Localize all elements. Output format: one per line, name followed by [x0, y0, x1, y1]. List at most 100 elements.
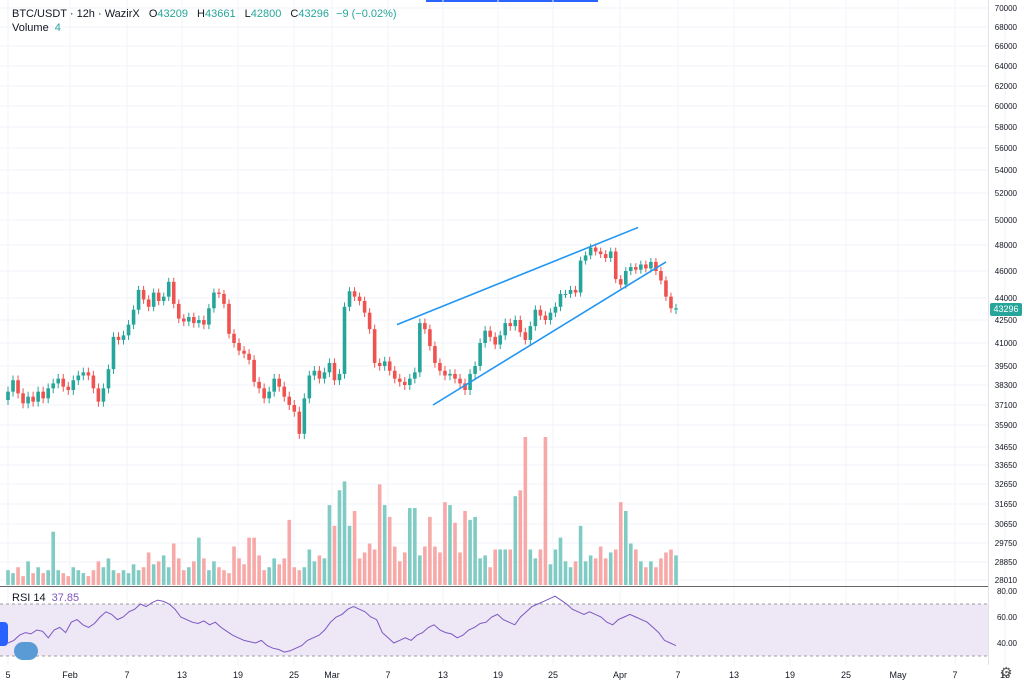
candle-body — [302, 398, 307, 434]
price-tick-label: 64000 — [995, 62, 1018, 71]
volume-bar — [513, 496, 518, 585]
volume-bar — [91, 570, 96, 585]
volume-bar — [136, 570, 141, 585]
candle-body — [181, 318, 186, 322]
volume-bar — [41, 573, 45, 585]
volume-bar — [357, 558, 362, 585]
volume-bar — [121, 570, 126, 585]
candle-body — [463, 383, 467, 390]
candle-body — [659, 271, 663, 281]
candle-body — [187, 317, 191, 322]
candle-body — [257, 381, 261, 389]
candle-body — [46, 388, 50, 399]
volume-bar — [26, 561, 30, 585]
volume-bar — [116, 573, 121, 585]
volume-bar — [106, 558, 111, 585]
candle-body — [51, 383, 56, 389]
candle-body — [277, 378, 282, 387]
candle-body — [588, 247, 593, 256]
candle-body — [116, 336, 121, 340]
candle-body — [297, 411, 302, 434]
price-tick-label: 42500 — [995, 316, 1018, 325]
volume-bar — [272, 558, 276, 585]
volume-bar — [523, 437, 528, 585]
volume-bar — [362, 552, 367, 585]
candle-body — [357, 296, 362, 301]
volume-bar — [649, 561, 653, 585]
candle-body — [56, 378, 61, 384]
volume-bar — [202, 558, 206, 585]
candle-body — [573, 289, 578, 293]
volume-value: 4 — [54, 22, 61, 34]
volume-bar — [639, 561, 643, 585]
volume-bar — [192, 561, 196, 585]
candle-body — [31, 396, 35, 402]
volume-bar — [674, 555, 678, 585]
candle-body — [533, 309, 538, 327]
candle-body — [664, 280, 668, 297]
price-tick-label: 70000 — [995, 4, 1018, 13]
time-tick-label: 7 — [124, 670, 129, 680]
price-tick-label: 28850 — [995, 558, 1018, 567]
volume-bar — [372, 549, 377, 585]
cloud-logo-icon[interactable] — [14, 642, 38, 660]
volume-bar — [628, 543, 633, 585]
candle-body — [613, 251, 618, 280]
volume-bar — [146, 552, 151, 585]
candle-body — [11, 380, 15, 392]
volume-bar — [156, 561, 161, 585]
candle-body — [498, 335, 503, 345]
candle-body — [282, 386, 287, 397]
candle-body — [161, 296, 166, 301]
high-value: 43661 — [204, 8, 236, 20]
volume-bar — [644, 567, 648, 585]
candle-body — [131, 309, 136, 325]
rsi-polyline — [7, 595, 677, 653]
volume-bar — [317, 555, 322, 585]
price-tick-label: 33650 — [995, 461, 1018, 470]
volume-bar — [498, 549, 503, 585]
navigation-handle[interactable] — [0, 622, 8, 646]
rsi-legend[interactable]: RSI 14 37.85 — [12, 592, 79, 604]
candle-body — [16, 380, 20, 394]
high-label: H — [197, 8, 205, 20]
volume-bar — [613, 549, 618, 585]
time-tick-label: 25 — [289, 670, 299, 680]
time-tick-label: 7 — [385, 670, 390, 680]
volume-bar — [428, 516, 432, 585]
price-tick-label: 46000 — [995, 267, 1018, 276]
price-tick-label: 52000 — [995, 189, 1018, 198]
volume-bar — [548, 564, 553, 585]
volume-bar — [16, 567, 20, 585]
candle-body — [176, 303, 181, 319]
volume-legend[interactable]: Volume 4 — [12, 22, 61, 34]
volume-bar — [61, 573, 66, 585]
volume-bar — [392, 546, 397, 585]
volume-bar — [287, 519, 292, 585]
trend-channel[interactable] — [396, 226, 667, 406]
candle-body — [493, 336, 497, 345]
candle-body — [513, 320, 518, 327]
candle-body — [166, 281, 171, 297]
symbol-label[interactable]: BTC/USDT · 12h · WazirX — [12, 8, 140, 20]
volume-bar — [573, 561, 578, 585]
top-progress-bar — [426, 0, 598, 2]
volume-bar — [111, 570, 116, 585]
candle-body — [618, 279, 623, 285]
close-label: C — [290, 8, 299, 20]
price-tick-label: 39500 — [995, 362, 1018, 371]
volume-bar — [332, 525, 337, 585]
candle-body — [387, 361, 392, 371]
candle-body — [423, 323, 427, 330]
volume-bar — [327, 505, 332, 585]
candle-body — [413, 372, 417, 379]
candle-body — [71, 380, 76, 390]
candle-body — [36, 391, 40, 402]
volume-bar — [131, 564, 136, 585]
volume-bar — [56, 570, 61, 585]
volume-bar — [86, 576, 91, 585]
rsi-tick-label: 80.00 — [997, 587, 1018, 596]
gear-icon[interactable]: ⚙ — [1000, 664, 1013, 680]
candle-body — [352, 291, 357, 297]
